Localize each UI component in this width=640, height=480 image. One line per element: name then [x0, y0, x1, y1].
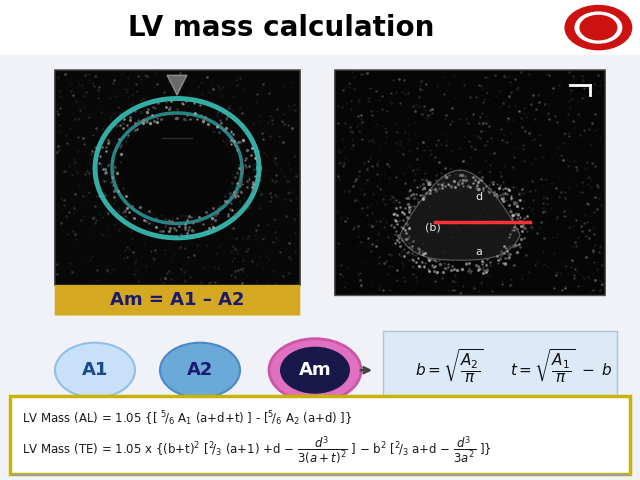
Ellipse shape: [55, 343, 135, 398]
Text: A1: A1: [82, 361, 108, 379]
FancyBboxPatch shape: [54, 70, 300, 286]
Text: a: a: [475, 247, 482, 257]
Text: A2: A2: [187, 361, 213, 379]
Text: Am = A1 – A2: Am = A1 – A2: [109, 291, 244, 309]
Polygon shape: [167, 75, 187, 95]
Circle shape: [580, 15, 617, 40]
Circle shape: [575, 12, 621, 43]
Text: Am: Am: [299, 361, 332, 379]
Text: (b): (b): [425, 222, 441, 232]
Ellipse shape: [160, 343, 240, 398]
Circle shape: [565, 6, 632, 50]
FancyBboxPatch shape: [10, 396, 630, 474]
Polygon shape: [122, 121, 232, 215]
Text: LV mass calculation: LV mass calculation: [129, 13, 435, 42]
Text: LV Mass (AL) = 1.05 {[ $^{5}\!/_{6}$ A$_1$ (a+d+t) ] - [$^{5}\!/_{6}$ A$_2$ (a+d: LV Mass (AL) = 1.05 {[ $^{5}\!/_{6}$ A$_…: [22, 409, 353, 428]
FancyBboxPatch shape: [54, 285, 300, 315]
Ellipse shape: [269, 339, 361, 402]
Circle shape: [562, 3, 635, 52]
Ellipse shape: [280, 347, 350, 394]
Text: LV Mass (TE) = 1.05 x {(b+t)$^2$ [$^2\!/_{3}$ (a+1) +d $-$ $\dfrac{d^3}{3(a+t)^2: LV Mass (TE) = 1.05 x {(b+t)$^2$ [$^2\!/…: [22, 435, 492, 468]
FancyBboxPatch shape: [335, 70, 605, 296]
Text: $t = \sqrt{\dfrac{A_1}{\pi}}\ -\ b$: $t = \sqrt{\dfrac{A_1}{\pi}}\ -\ b$: [510, 347, 612, 384]
FancyBboxPatch shape: [383, 331, 617, 410]
FancyBboxPatch shape: [0, 55, 640, 480]
Text: $b = \sqrt{\dfrac{A_2}{\pi}}$: $b = \sqrt{\dfrac{A_2}{\pi}}$: [415, 347, 484, 384]
Text: d: d: [475, 192, 482, 202]
Polygon shape: [400, 170, 520, 260]
